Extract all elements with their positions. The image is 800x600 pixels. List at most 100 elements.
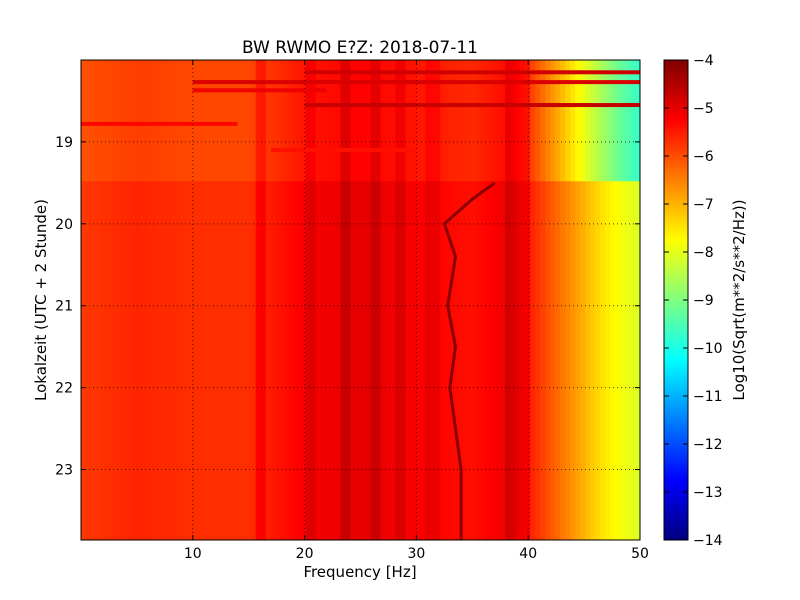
heatmap-cell [370,181,377,540]
heatmap-cell [130,60,137,182]
heatmap-cell [445,181,451,540]
heatmap-cell [390,60,397,182]
heatmap-cell [175,60,182,182]
heatmap-cell [430,181,436,540]
heatmap-cell [435,60,441,182]
heatmap-cell [120,181,127,540]
heatmap-cell [81,181,87,540]
heatmap-cell [590,181,596,540]
heatmap-cell [555,60,561,182]
x-tick-label: 30 [407,546,425,562]
heatmap-streak [192,80,640,85]
heatmap-cell [535,181,541,540]
heatmap-cell [375,60,382,182]
colorbar-tick-label: −5 [693,101,714,117]
heatmap-cell [285,60,292,182]
plot-area [81,60,640,540]
heatmap-cell [415,60,421,182]
heatmap-cell [220,181,227,540]
heatmap-cell [365,60,372,182]
heatmap-cell [500,181,506,540]
heatmap-cell [150,181,157,540]
heatmap-cell [600,181,606,540]
heatmap-cell [235,60,242,182]
heatmap-cell [200,60,207,182]
heatmap-cell [440,181,446,540]
heatmap-cell [380,181,387,540]
heatmap-cell [265,60,272,182]
colorbar-label: Log10(Sqrt(m**2/s**2/Hz)) [730,199,748,400]
heatmap-cell [250,181,257,540]
heatmap-cell [540,60,546,182]
plot-frame [80,59,641,541]
heatmap-cell [325,181,332,540]
heatmap-cell [435,181,441,540]
heatmap-cell [240,181,247,540]
heatmap-cell [335,181,342,540]
heatmap-cell [85,181,92,540]
colorbar-tick-label: −6 [693,149,714,165]
colorbar-tick-label: −7 [693,197,714,213]
heatmap-cell [400,181,407,540]
heatmap-cell [275,181,282,540]
heatmap-cell [370,60,377,182]
heatmap-cell [175,181,182,540]
heatmap-cell [115,60,122,182]
heatmap-cell [135,181,142,540]
heatmap-cell [565,60,571,182]
heatmap-cell [115,181,122,540]
heatmap-cell [350,60,357,182]
heatmap-cell [210,181,217,540]
heatmap-cell [165,60,172,182]
x-tick-label: 50 [631,546,649,562]
heatmap-cell [355,60,362,182]
heatmap-streak [304,103,640,108]
heatmap-cell [560,181,566,540]
heatmap-cell [110,60,117,182]
heatmap-cell [240,60,247,182]
heatmap-cell [535,60,541,182]
heatmap-cell [620,181,626,540]
heatmap-cell [410,181,417,540]
heatmap-cell [385,181,392,540]
spectral-line [442,181,496,540]
heatmap-cell [245,60,252,182]
heatmap-cell [355,181,362,540]
heatmap-cell [505,60,511,182]
heatmap-cell [190,60,197,182]
chart-title: BW RWMO E?Z: 2018-07-11 [242,38,478,58]
heatmap-cell [495,181,501,540]
heatmap-cell [195,181,202,540]
heatmap-cell [465,60,471,182]
y-tick-label: 19 [55,135,73,151]
heatmap-cell [605,60,611,182]
heatmap-cell [545,181,551,540]
heatmap-cell [255,181,262,540]
heatmap-cell [490,181,496,540]
heatmap-cell [615,60,621,182]
heatmap-cell [630,181,636,540]
heatmap-cell [320,60,327,182]
heatmap-cell [375,181,382,540]
heatmap-cell [290,181,297,540]
heatmap-cell [475,60,481,182]
heatmap-cell [290,60,297,182]
heatmap-cell [300,60,307,182]
colorbar-tick-label: −11 [693,389,723,405]
heatmap-cell [610,60,616,182]
heatmap-cell [460,181,466,540]
heatmap-cell [580,181,586,540]
heatmap-cell [530,60,536,182]
heatmap-cell [395,60,402,182]
heatmap-cell [465,181,471,540]
colorbar-tick-label: −9 [693,293,714,309]
heatmap-cell [105,60,112,182]
heatmap-cell [315,60,322,182]
heatmap-cell [545,60,551,182]
heatmap-cell [215,60,222,182]
heatmap-cell [265,181,272,540]
heatmap-cell [485,60,491,182]
heatmap-cell [460,60,466,182]
heatmap-cell [635,60,640,182]
